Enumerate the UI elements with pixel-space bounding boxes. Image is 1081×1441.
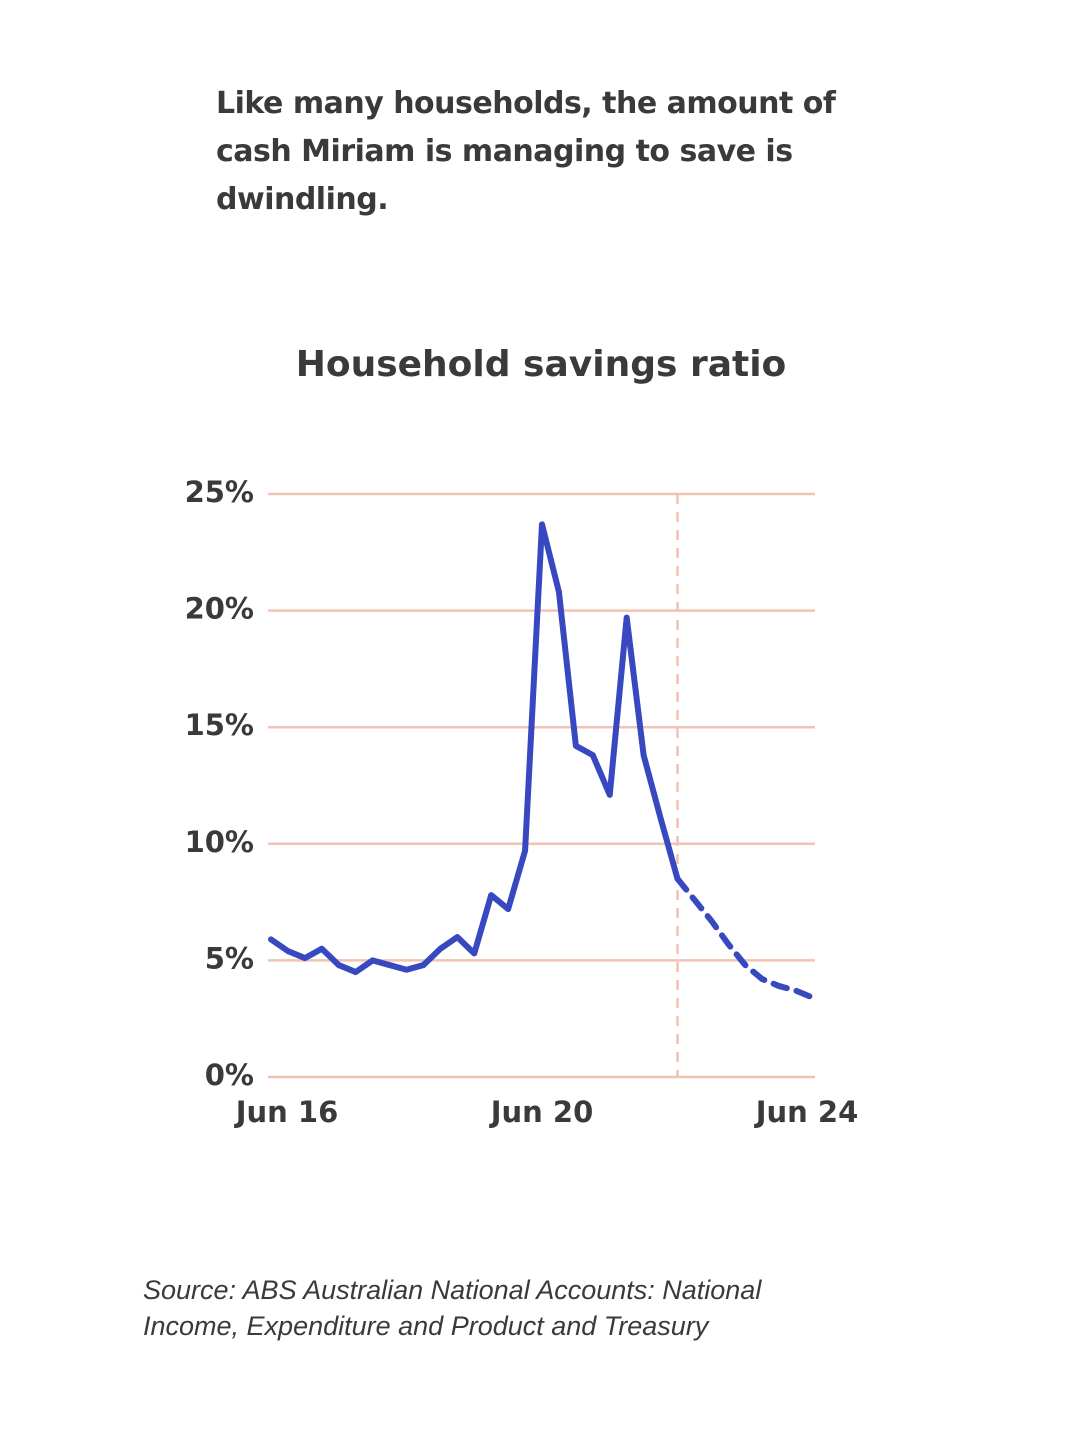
- intro-text: Like many households, the amount of cash…: [216, 86, 836, 217]
- y-tick-label: 10%: [185, 825, 254, 859]
- series-line: [268, 521, 681, 976]
- y-tick-label: 20%: [185, 592, 254, 626]
- chart: Household savings ratio 0% 5% 10% 15% 20% 25%…: [185, 344, 859, 1129]
- chart-title: Household savings ratio: [296, 344, 787, 385]
- x-tick-label: Jun 24: [754, 1095, 859, 1129]
- y-tick-label: 5%: [205, 941, 254, 975]
- series-line: [674, 875, 816, 1001]
- y-tick-label: 0%: [205, 1058, 254, 1092]
- y-tick-label: 25%: [185, 475, 254, 509]
- x-tick-label: Jun 16: [234, 1095, 339, 1129]
- x-tick-label: Jun 20: [489, 1095, 594, 1129]
- y-tick-label: 15%: [185, 708, 254, 742]
- source-note: Source: ABS Australian National Accounts…: [143, 1275, 762, 1341]
